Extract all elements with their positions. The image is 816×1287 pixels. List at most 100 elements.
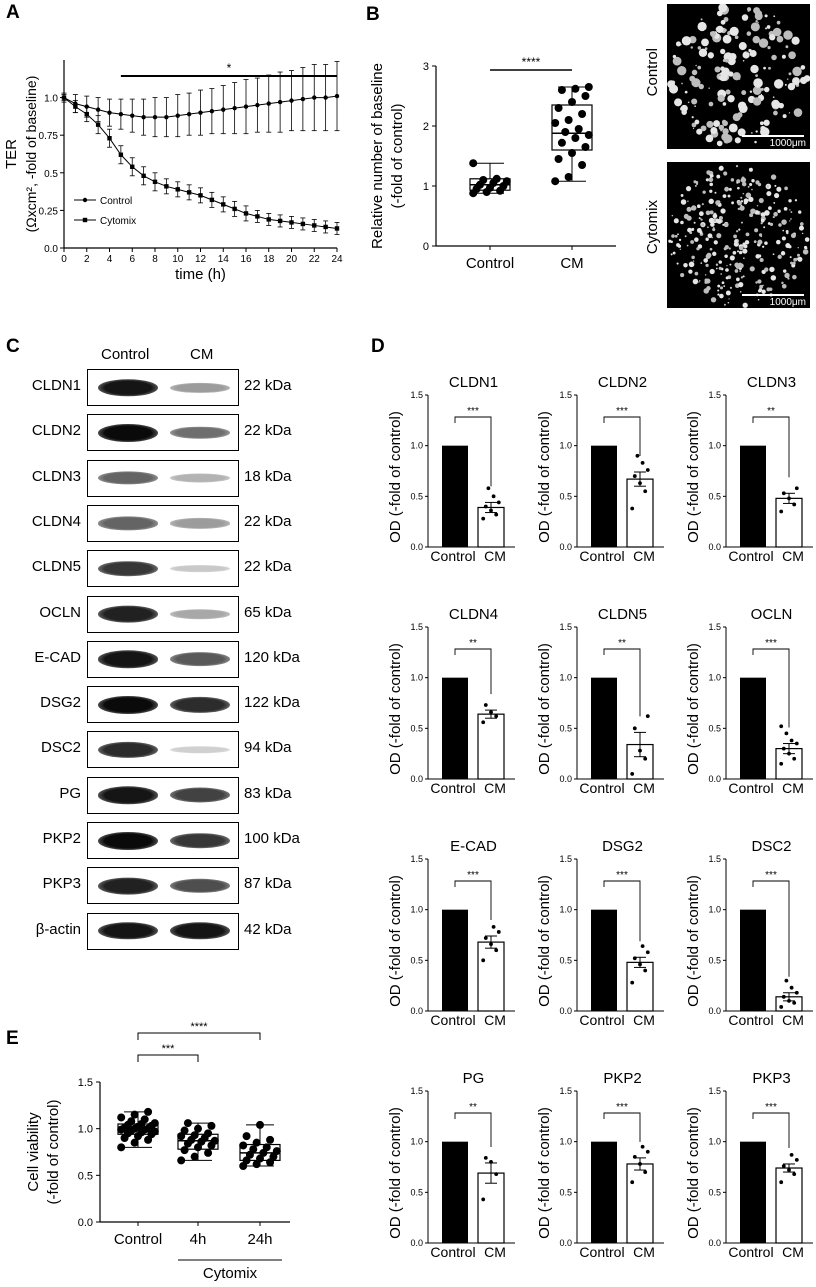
cell-speck	[751, 132, 753, 134]
cell-speck	[687, 200, 689, 202]
wb-band	[98, 922, 158, 940]
data-point	[554, 104, 563, 112]
data-point	[779, 761, 784, 766]
cell-speck	[783, 206, 788, 211]
cell-speck	[686, 244, 689, 247]
cell-speck	[790, 218, 792, 220]
cell-speck	[691, 122, 697, 128]
cell-speck	[797, 253, 800, 257]
cell-speck	[787, 82, 796, 91]
bar-control	[591, 909, 617, 1011]
data-point	[210, 1136, 219, 1145]
y-tick-label: 0.5	[559, 723, 572, 733]
data-point	[150, 1119, 159, 1128]
cell-speck	[800, 65, 806, 70]
data-point	[489, 508, 493, 513]
y-tick-label: 1.5	[410, 854, 423, 864]
cell-speck	[732, 72, 741, 81]
cell-speck	[689, 231, 693, 235]
y-tick-label: 0	[423, 241, 429, 253]
cell-speck	[744, 240, 750, 245]
significance-marker: ****	[522, 55, 541, 69]
significance-marker: ***	[616, 406, 628, 417]
y-tick-label: 1.5	[559, 1086, 572, 1096]
cell-speck	[680, 220, 684, 225]
cell-speck	[742, 192, 745, 195]
cell-speck	[709, 268, 715, 275]
wb-band	[170, 652, 230, 667]
data-point	[175, 113, 180, 118]
wb-protein-label: CLDN1	[31, 377, 81, 394]
cell-speck	[749, 90, 753, 93]
data-point	[84, 111, 89, 117]
cell-speck	[755, 281, 758, 284]
bar-control	[740, 445, 766, 547]
cell-speck	[772, 216, 775, 219]
significance-marker: ***	[616, 1102, 628, 1113]
x-tick-label: Control	[430, 780, 475, 796]
cell-speck	[668, 239, 672, 243]
cell-speck	[724, 58, 729, 63]
x-tick-label: CM	[633, 1012, 655, 1028]
y-tick-label: 1.5	[559, 854, 572, 864]
data-point	[568, 98, 576, 106]
cell-speck	[765, 27, 768, 30]
wb-band	[98, 560, 158, 577]
cell-speck	[693, 221, 696, 224]
cell-speck	[722, 194, 727, 199]
cell-speck	[718, 215, 723, 221]
data-point	[787, 751, 791, 756]
x-tick-label: Control	[728, 1012, 773, 1028]
wb-band	[98, 378, 158, 397]
cell-speck	[794, 199, 798, 202]
cell-speck	[725, 290, 731, 296]
cell-speck	[753, 78, 763, 88]
data-point	[204, 1148, 213, 1157]
cell-speck	[782, 114, 787, 119]
cell-speck	[773, 201, 776, 204]
ter-time-course-chart: 0.00.250.50.751.00 2 4 6 8 10 12 14 16 18 20 22 24ti…	[3, 60, 343, 283]
data-point	[643, 489, 648, 494]
cell-speck	[762, 245, 765, 248]
cell-speck	[771, 54, 777, 61]
subplot-title: CLDN3	[747, 374, 796, 391]
y-tick-label: 0.0	[559, 1006, 572, 1016]
data-point	[95, 122, 101, 127]
cell-speck	[759, 284, 764, 289]
cell-speck	[782, 229, 785, 232]
data-point	[141, 173, 146, 179]
y-tick-label: 0.0	[708, 1238, 721, 1248]
subplot-title: CLDN2	[598, 374, 647, 391]
cell-speck	[708, 177, 714, 183]
legend-marker	[82, 217, 88, 223]
wb-band	[170, 746, 230, 754]
y-tick-label: 1.0	[410, 905, 423, 915]
cell-speck	[740, 196, 743, 199]
x-axis-label: time (h)	[175, 266, 226, 283]
comparison-bracket	[137, 1032, 261, 1040]
cell-speck	[720, 273, 723, 275]
data-point	[243, 104, 249, 109]
cell-speck	[725, 268, 729, 272]
y-tick-label: 0.5	[410, 491, 423, 501]
data-point	[175, 187, 180, 192]
cell-speck	[725, 276, 729, 280]
cell-speck	[748, 196, 754, 202]
cell-speck	[783, 269, 787, 273]
wb-band	[170, 382, 230, 393]
y-axis-label: OD (-fold of control)	[536, 1107, 553, 1239]
cell-speck	[758, 38, 769, 48]
cell-speck	[691, 78, 701, 88]
cell-speck	[675, 41, 681, 47]
cell-speck	[776, 239, 781, 245]
cell-speck	[709, 182, 714, 187]
wb-protein-label: DSC2	[40, 739, 81, 757]
subplot-title: OCLN	[751, 606, 793, 623]
cell-speck	[757, 279, 762, 284]
significance-bracket	[454, 880, 492, 921]
data-point	[469, 159, 478, 168]
cell-speck	[691, 98, 698, 105]
y-tick-label: 0.5	[708, 1187, 721, 1197]
wb-blot-strip	[87, 867, 239, 905]
data-point	[779, 724, 784, 729]
